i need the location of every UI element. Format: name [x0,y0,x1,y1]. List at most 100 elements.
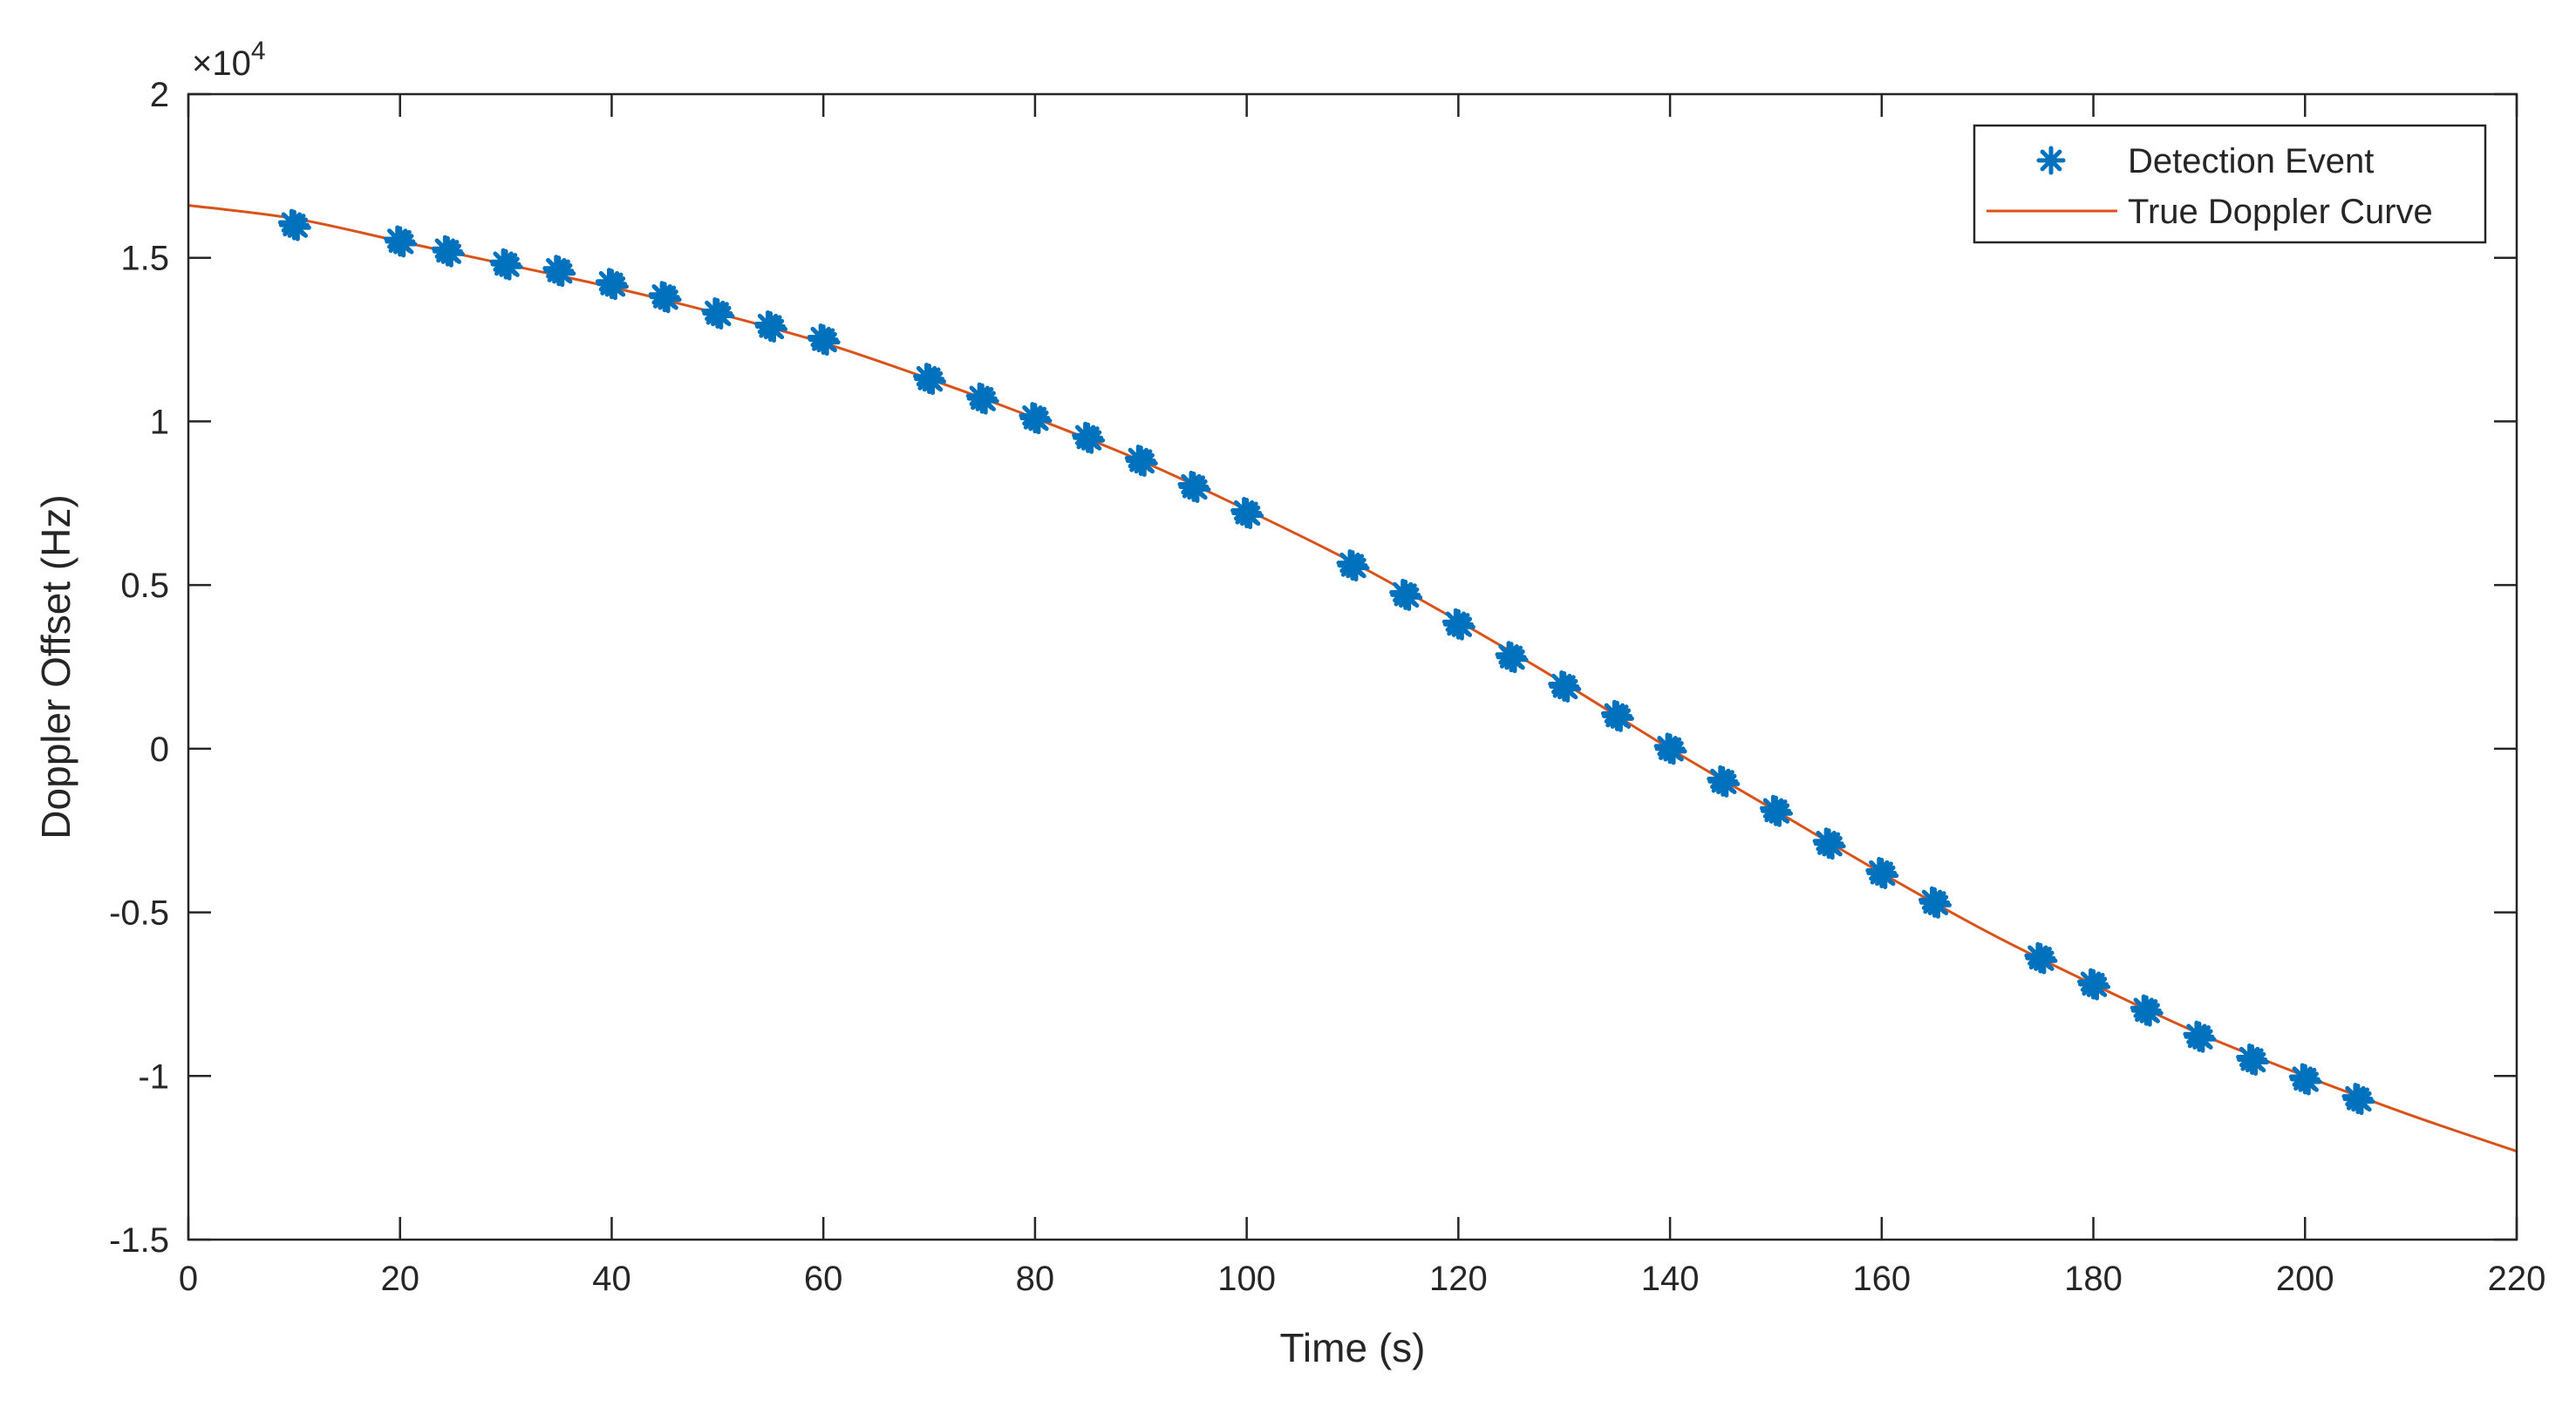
detection-point [2183,1020,2217,1053]
x-tick-label: 220 [2488,1260,2546,1298]
y-exponent-label: ×104 [192,37,266,83]
detection-marker [1019,402,1046,430]
detection-marker [1600,699,1628,727]
detection-marker [1441,608,1469,636]
detection-marker [431,234,459,262]
detection-point [1177,471,1211,504]
y-axis-label: Doppler Offset (Hz) [33,494,78,839]
detection-point [2130,994,2164,1027]
y-tick-label: -1.5 [109,1221,169,1260]
x-tick-label: 140 [1641,1260,1700,1298]
x-tick-label: 100 [1217,1260,1276,1298]
detection-point [2341,1083,2375,1116]
detection-point [1548,670,1582,704]
detection-marker [542,255,570,282]
detection-marker [1918,886,1946,914]
y-tick-label: 1 [150,403,169,441]
detection-point [1124,444,1158,477]
x-tick-label: 120 [1429,1260,1488,1298]
x-tick-label: 200 [2276,1260,2334,1298]
legend-detection-marker [2036,146,2066,175]
detection-point [1918,886,1952,919]
detection-point [2024,941,2058,975]
axes-box [187,92,2518,1241]
detection-point [384,225,418,258]
detection-point [431,234,465,268]
detection-point [2288,1063,2322,1096]
detection-point [1495,641,1529,674]
detection-marker [2236,1043,2264,1071]
x-tick-label: 0 [179,1260,198,1298]
y-tick-label: 0 [150,731,169,769]
detection-marker [489,248,517,275]
detection-marker [2183,1020,2211,1048]
detection-marker [1759,794,1787,822]
detection-point [1865,857,1899,890]
detection-marker [1177,471,1205,499]
detection-point [1759,794,1793,827]
detection-marker [1124,444,1152,472]
detection-marker [754,310,781,338]
y-tick-label: -1 [138,1057,169,1096]
detection-point [595,268,629,301]
detection-marker [2077,968,2105,996]
detection-marker [2130,994,2157,1022]
legend-box [1973,124,2487,244]
y-tick-label: 2 [150,76,169,114]
detection-marker [1707,765,1734,792]
x-axis-label: Time (s) [1280,1325,1426,1370]
detection-point [1707,765,1741,798]
detection-point [1072,421,1106,454]
detection-point [648,281,682,314]
detection-point [1336,549,1370,582]
detection-point [754,310,787,343]
detection-marker [701,297,729,325]
plot-area [188,94,2517,1240]
detection-marker [2341,1083,2369,1111]
detection-point [1812,827,1846,860]
detection-point [489,248,523,281]
detection-point [807,323,841,357]
detection-point [1019,402,1053,435]
x-tick-label: 160 [1852,1260,1911,1298]
detection-marker [1389,578,1417,606]
detection-point [1230,497,1264,530]
detection-marker [1336,549,1364,577]
detection-marker [2024,941,2052,969]
detection-marker [913,363,941,391]
detection-marker [1865,857,1893,885]
detection-point [965,382,999,415]
detection-marker [2288,1063,2316,1091]
x-tick-label: 80 [1016,1260,1055,1298]
detection-marker [1653,732,1681,760]
detection-point [542,255,576,288]
detection-marker [277,208,305,236]
x-tick-label: 60 [804,1260,843,1298]
y-tick-label: 0.5 [120,567,169,605]
detection-point [1653,732,1687,765]
detection-marker [648,281,676,309]
detection-marker [807,323,835,351]
detection-point [701,297,735,330]
legend-label-detection-event: Detection Event [2128,142,2374,180]
x-tick-label: 180 [2064,1260,2123,1298]
x-tick-label: 40 [592,1260,631,1298]
detection-marker [1812,827,1840,855]
y-tick-label: 1.5 [120,240,169,278]
detection-marker [595,268,623,296]
legend-label-true-doppler-curve: True Doppler Curve [2128,193,2433,231]
y-tick-label: -0.5 [109,894,169,933]
detection-point [2236,1043,2270,1077]
detection-point [1389,578,1423,611]
detection-point [1441,608,1475,641]
detection-marker [384,225,412,253]
detection-point [277,208,311,241]
detection-point [2077,968,2111,1001]
detection-marker [1495,641,1523,669]
x-tick-label: 20 [380,1260,419,1298]
detection-marker [1230,497,1258,525]
detection-point [913,363,947,396]
legend: Detection Event True Doppler Curve [1973,124,2487,244]
